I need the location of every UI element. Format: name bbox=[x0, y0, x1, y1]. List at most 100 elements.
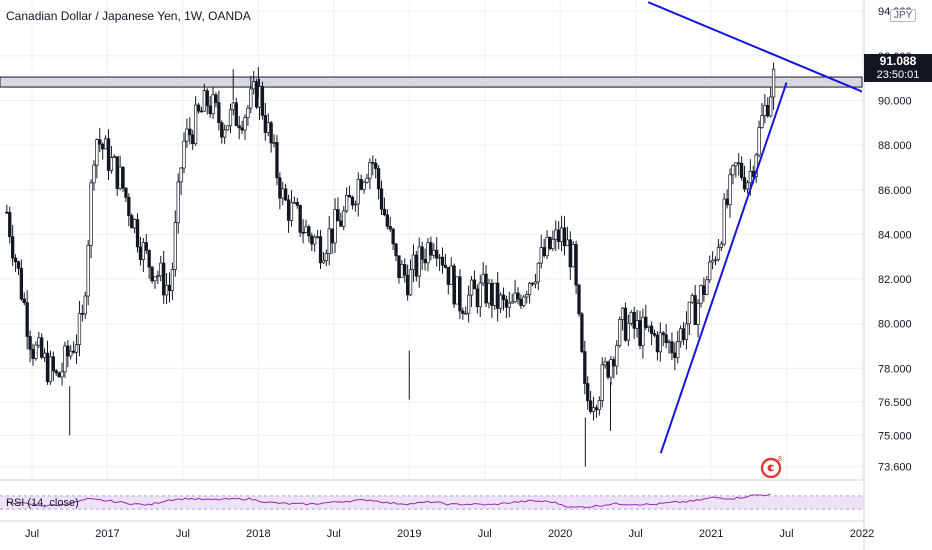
candle-body bbox=[522, 296, 526, 306]
candle-body bbox=[188, 128, 192, 136]
rsi-legend[interactable]: RSI (14, close) bbox=[6, 497, 79, 509]
candles bbox=[5, 62, 776, 467]
candle-body bbox=[658, 332, 662, 353]
candle-body bbox=[716, 247, 721, 261]
candle-body bbox=[644, 316, 648, 328]
candle-body bbox=[519, 298, 523, 306]
candle-body bbox=[208, 105, 212, 115]
x-tick-label-10: Jul bbox=[780, 528, 794, 540]
candle-body bbox=[696, 302, 700, 325]
candle-body bbox=[109, 157, 114, 171]
candle-body bbox=[574, 244, 578, 286]
candle-body bbox=[307, 226, 311, 237]
candle-body bbox=[321, 260, 326, 264]
candle-body bbox=[620, 307, 625, 320]
candle-body bbox=[679, 328, 683, 343]
candle-body bbox=[417, 246, 421, 277]
chart-title: Canadian Dollar / Japanese Yen, 1W, OAND… bbox=[6, 9, 251, 23]
candle-body bbox=[66, 345, 70, 357]
candle-body bbox=[28, 336, 32, 350]
resistance-zone bbox=[0, 76, 863, 88]
candle-body bbox=[498, 294, 503, 309]
candle-body bbox=[742, 177, 747, 190]
candle-body bbox=[615, 345, 619, 367]
last-price-badge: 91.088 bbox=[864, 54, 932, 69]
candle-body bbox=[469, 279, 474, 296]
candle-body bbox=[40, 337, 44, 358]
candle-body bbox=[397, 255, 401, 278]
candle-body bbox=[652, 333, 657, 336]
candle-body bbox=[385, 214, 389, 227]
candle-body bbox=[77, 312, 82, 346]
candle-body bbox=[173, 222, 177, 270]
candle-body bbox=[737, 162, 741, 165]
trendline-descending bbox=[647, 1, 863, 93]
candle-body bbox=[162, 262, 166, 296]
candle-body bbox=[760, 115, 764, 128]
y-tick-label-11: 73.600 bbox=[878, 462, 912, 474]
candle-body bbox=[34, 344, 38, 359]
candle-body bbox=[225, 125, 230, 131]
candle-body bbox=[89, 182, 93, 246]
candle-body bbox=[37, 337, 41, 346]
candle-body bbox=[510, 301, 514, 304]
candle-body bbox=[577, 284, 581, 315]
time-axis[interactable]: Jul 2017 Jul 2018 Jul 2019 Jul 2020 Jul 2021 Jul 20… bbox=[25, 528, 874, 540]
candle-body bbox=[769, 96, 773, 117]
candle-body bbox=[440, 256, 445, 266]
candle-body bbox=[336, 209, 340, 222]
x-tick-label-2: Jul bbox=[176, 528, 190, 540]
y-tick-label-5: 84.000 bbox=[878, 229, 912, 241]
x-tick-label-1: 2017 bbox=[95, 528, 119, 540]
candle-body bbox=[702, 285, 706, 295]
candle-body bbox=[284, 188, 288, 201]
candle-body bbox=[673, 352, 677, 359]
candle-body bbox=[649, 325, 654, 334]
candle-body bbox=[739, 162, 744, 178]
y-tick-label-2: 90.000 bbox=[878, 95, 912, 107]
candle-body bbox=[289, 202, 294, 221]
tradingview-author-logo-icon[interactable]: 8 bbox=[760, 454, 784, 478]
candle-body bbox=[330, 228, 334, 244]
candle-body bbox=[237, 125, 241, 129]
candle-body bbox=[623, 307, 628, 341]
candle-body bbox=[318, 236, 323, 264]
candle-body bbox=[345, 195, 349, 212]
candle-body bbox=[487, 283, 491, 304]
candle-body bbox=[159, 262, 163, 277]
y-tick-label-3: 88.000 bbox=[878, 140, 912, 152]
candle-body bbox=[45, 352, 50, 383]
candle-body bbox=[745, 182, 750, 190]
currency-unit[interactable]: JPY bbox=[890, 9, 917, 22]
candle-body bbox=[150, 266, 154, 282]
y-tick-label-8: 78.000 bbox=[878, 363, 912, 375]
candle-body bbox=[57, 372, 61, 378]
candle-body bbox=[400, 264, 404, 278]
candle-body bbox=[533, 281, 538, 285]
candle-body bbox=[281, 188, 285, 199]
candle-body bbox=[275, 142, 279, 179]
candle-body bbox=[124, 187, 128, 198]
candle-body bbox=[609, 359, 613, 378]
candle-body bbox=[315, 236, 320, 238]
candle-body bbox=[193, 104, 198, 145]
candle-body bbox=[478, 282, 482, 308]
candle-body bbox=[25, 302, 29, 337]
candle-body bbox=[324, 253, 328, 261]
candle-body bbox=[591, 407, 596, 412]
x-tick-label-11: 2022 bbox=[850, 528, 874, 540]
candle-body bbox=[710, 259, 715, 263]
candle-body bbox=[5, 211, 9, 214]
candle-body bbox=[376, 168, 381, 190]
candle-body bbox=[353, 203, 358, 206]
candle-body bbox=[455, 276, 459, 305]
candle-body bbox=[246, 107, 250, 118]
candle-body bbox=[266, 122, 270, 133]
candle-body bbox=[504, 299, 509, 308]
candle-body bbox=[687, 301, 692, 325]
rsi-line bbox=[6, 493, 771, 509]
candle-body bbox=[217, 102, 221, 123]
candle-body bbox=[536, 262, 540, 283]
candle-body bbox=[731, 165, 735, 176]
